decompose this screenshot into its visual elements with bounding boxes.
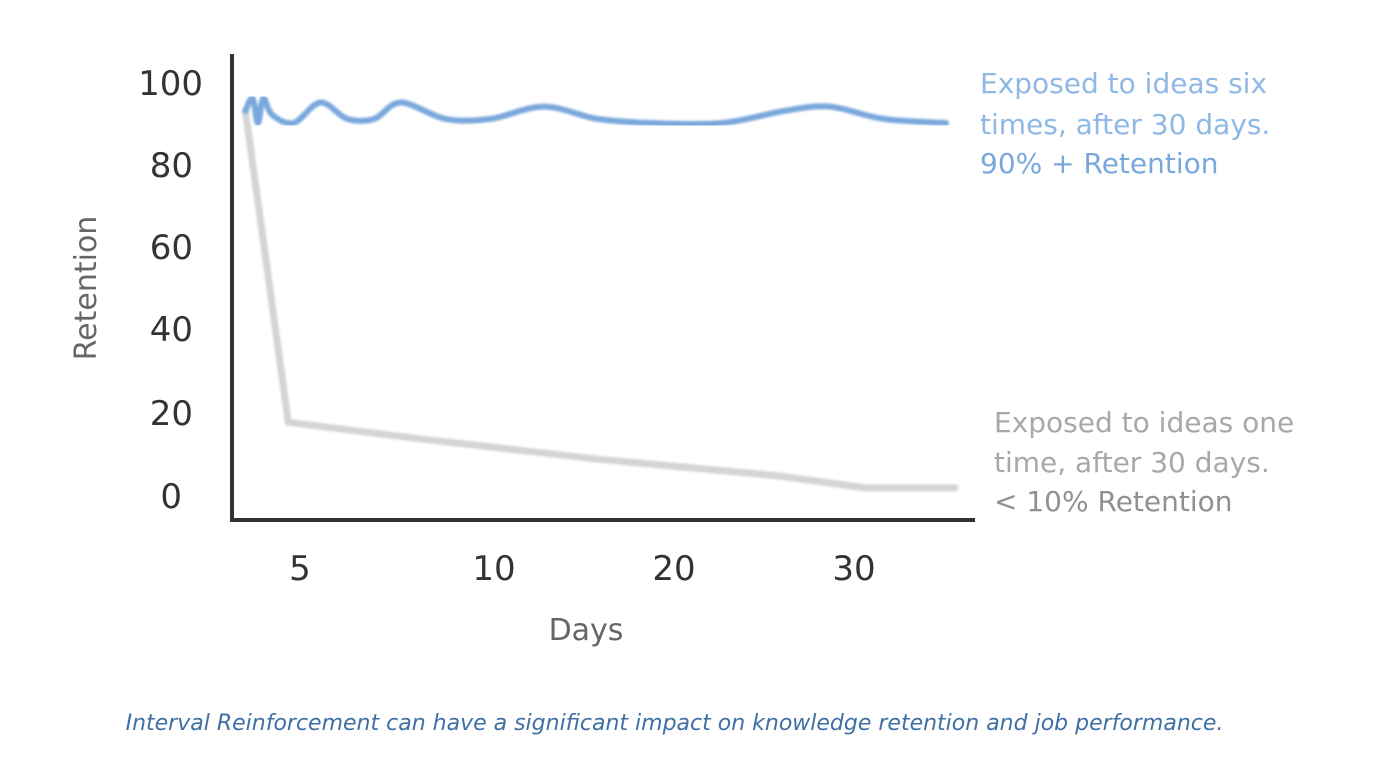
x-axis-title: Days — [549, 613, 624, 648]
y-tick-label: 80 — [150, 146, 193, 186]
x-tick-label: 5 — [289, 549, 311, 589]
y-tick-label: 40 — [150, 310, 193, 350]
figure-caption: Interval Reinforcement can have a signif… — [125, 711, 1224, 736]
annotation-six-times-line1: Exposed to ideas six — [980, 67, 1267, 100]
x-tick-label: 10 — [472, 549, 515, 589]
x-tick-label: 20 — [652, 549, 695, 589]
series-line-one-time — [241, 107, 959, 492]
annotation-six-times-line3: 90% + Retention — [980, 147, 1219, 180]
y-tick-label: 100 — [138, 64, 203, 104]
y-tick-label: 20 — [150, 394, 193, 434]
annotation-one-time-line1: Exposed to ideas one — [994, 406, 1294, 439]
series-line-six-times — [242, 95, 950, 128]
annotation-six-times-line2: times, after 30 days. — [980, 108, 1270, 141]
x-tick-label: 30 — [832, 549, 875, 589]
y-tick-label: 60 — [150, 228, 193, 268]
annotation-one-time-line2: time, after 30 days. — [994, 446, 1270, 479]
y-axis-title: Retention — [69, 216, 104, 361]
y-tick-label: 0 — [160, 477, 182, 517]
annotation-one-time-line3: < 10% Retention — [994, 485, 1233, 518]
